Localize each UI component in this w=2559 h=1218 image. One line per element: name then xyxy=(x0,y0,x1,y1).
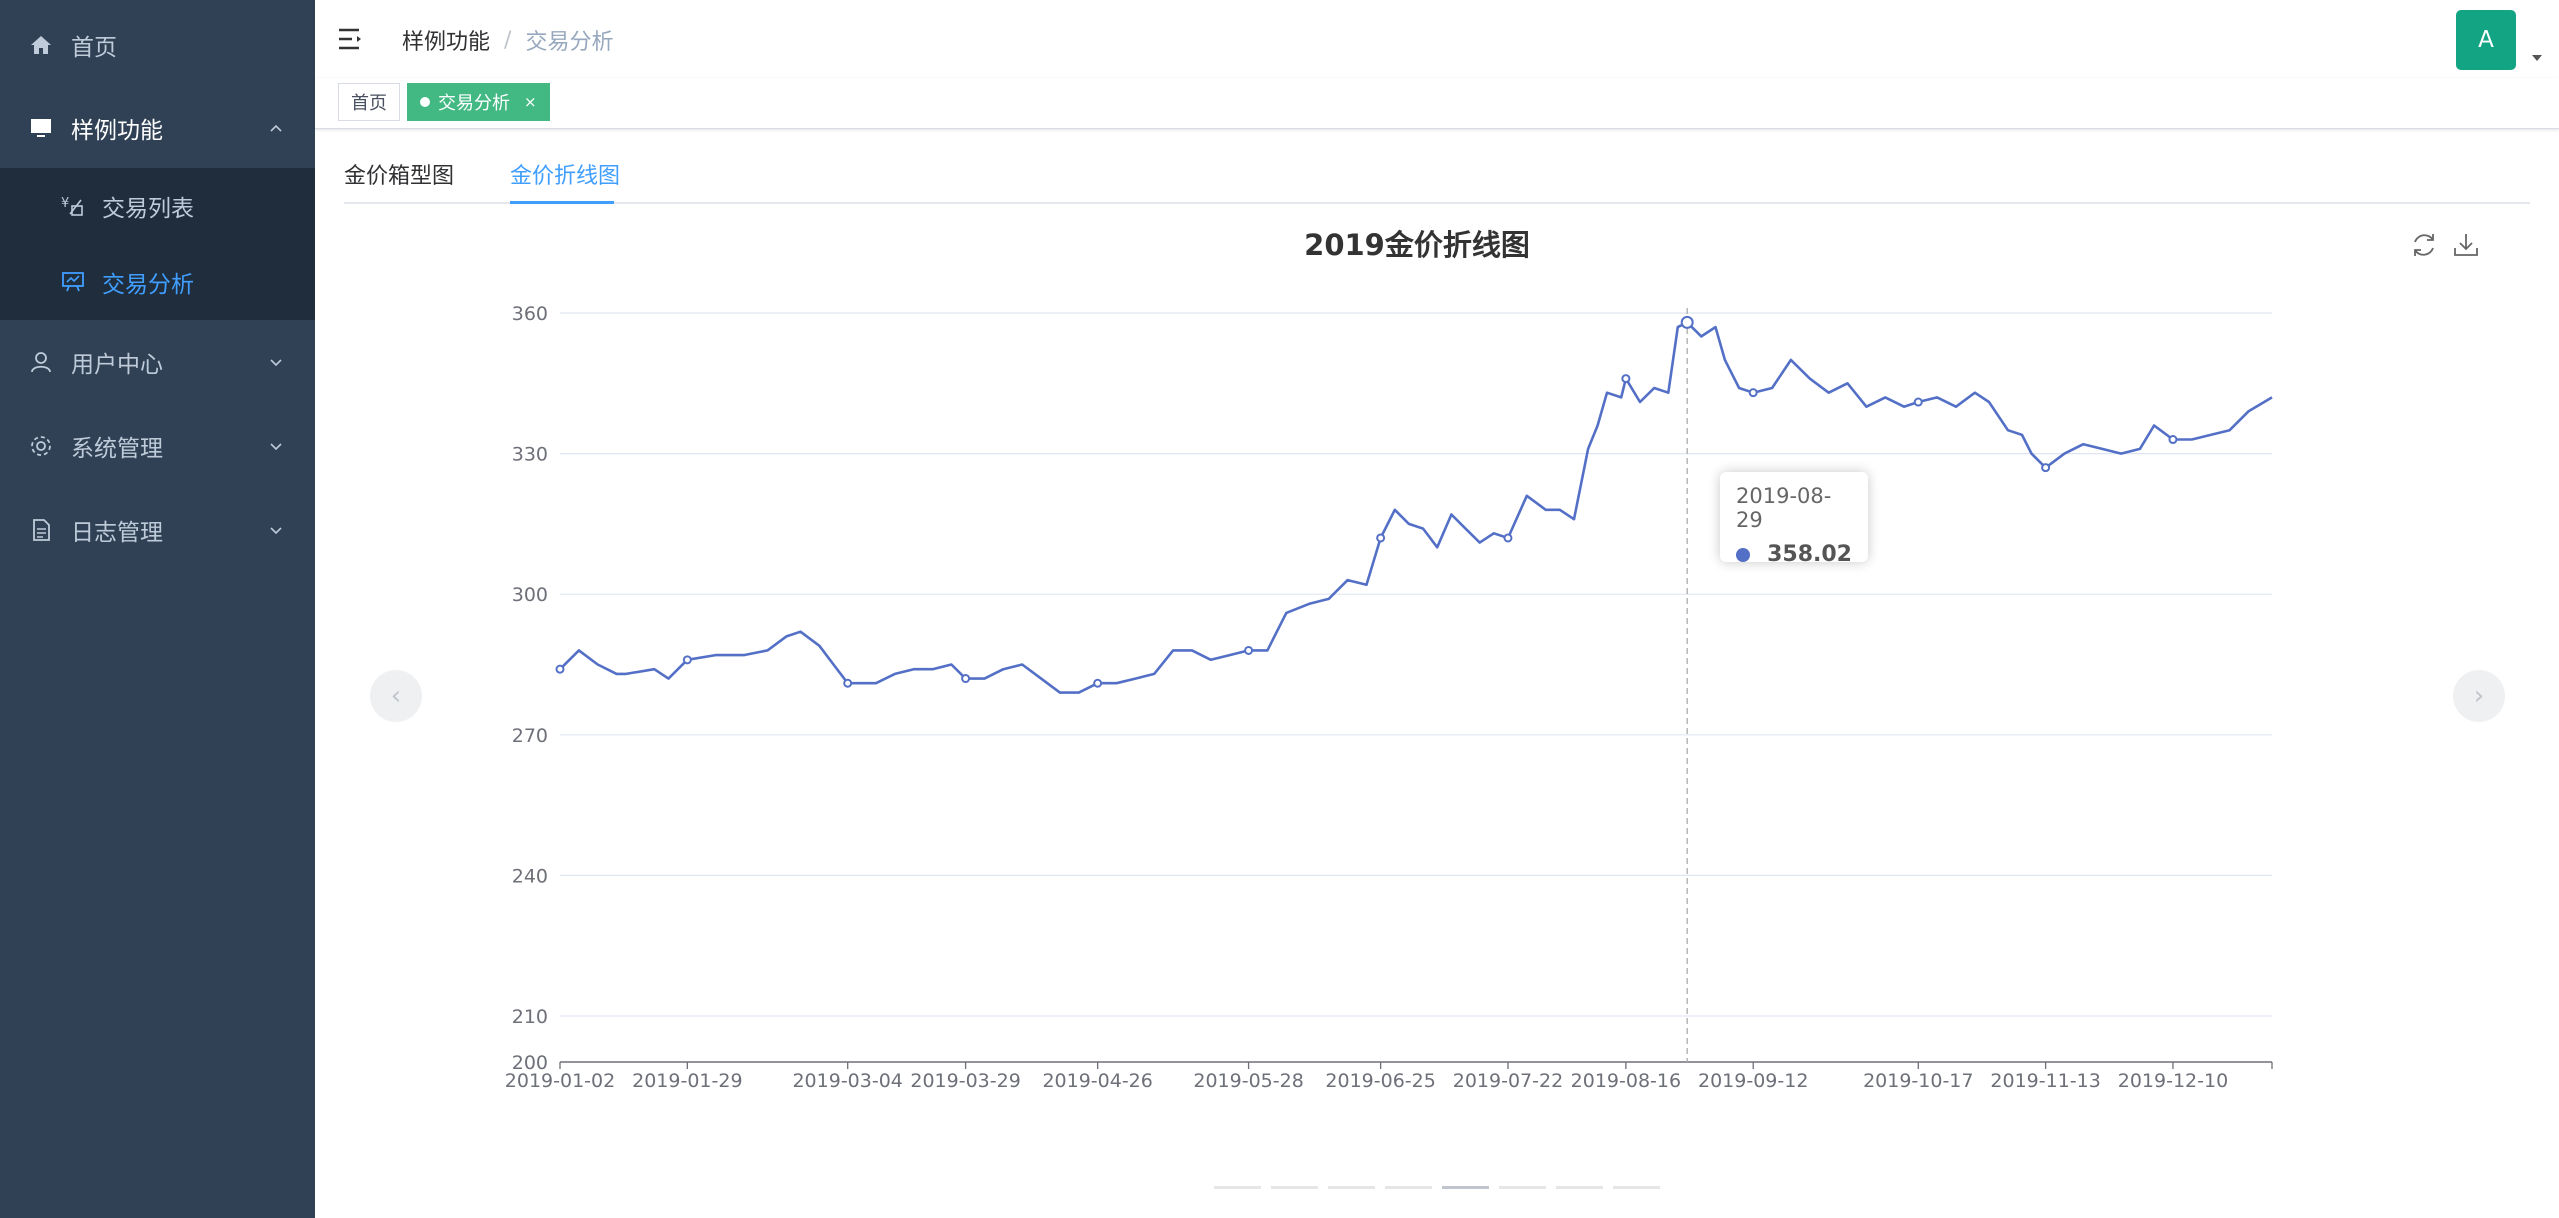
chevron-down-icon xyxy=(267,521,285,539)
carousel-indicator[interactable] xyxy=(1613,1186,1660,1189)
tags-view: 首页 交易分析 × xyxy=(315,78,2559,129)
home-icon xyxy=(28,32,54,58)
breadcrumb: 样例功能 / 交易分析 xyxy=(402,24,613,56)
sidebar-item-logs[interactable]: 日志管理 xyxy=(0,488,315,572)
carousel-next-button[interactable]: › xyxy=(2453,670,2505,722)
sidebar-item-trade-analysis[interactable]: 交易分析 xyxy=(0,244,315,320)
series-dot-icon xyxy=(1736,547,1750,562)
carousel-indicator[interactable] xyxy=(1385,1186,1432,1189)
tag-home[interactable]: 首页 xyxy=(338,83,400,121)
chart-title: 2019金价折线图 xyxy=(1304,228,1530,262)
hamburger-icon[interactable] xyxy=(338,26,364,52)
carousel-indicator[interactable] xyxy=(1214,1186,1261,1189)
sidebar-item-label: 首页 xyxy=(71,35,117,61)
carousel-indicator[interactable] xyxy=(1328,1186,1375,1189)
carousel-indicator[interactable] xyxy=(1271,1186,1318,1189)
gear-icon xyxy=(28,433,54,459)
tab-linechart[interactable]: 金价折线图 xyxy=(510,164,621,189)
presentation-chart-icon xyxy=(60,269,86,295)
currency-list-icon: ¥ xyxy=(60,193,86,219)
chart-tooltip: 2019-08-29 358.02 xyxy=(1720,472,1868,567)
breadcrumb-separator: / xyxy=(504,27,512,53)
submenu: ¥ 交易列表 交易分析 xyxy=(0,168,315,320)
breadcrumb-item-current: 交易分析 xyxy=(525,30,614,55)
sidebar-item-home[interactable]: 首页 xyxy=(0,3,315,87)
monitor-icon xyxy=(28,115,54,141)
sidebar-item-system[interactable]: 系统管理 xyxy=(0,404,315,488)
sidebar-item-user-center[interactable]: 用户中心 xyxy=(0,320,315,404)
navbar: 样例功能 / 交易分析 xyxy=(315,0,2559,78)
breadcrumb-item[interactable]: 样例功能 xyxy=(402,30,491,55)
chart-tabs: 金价箱型图 金价折线图 xyxy=(344,140,2530,204)
avatar[interactable]: A xyxy=(2456,10,2516,70)
sidebar-item-label: 用户中心 xyxy=(71,352,163,378)
tooltip-date: 2019-08-29 xyxy=(1736,484,1832,532)
chevron-down-icon xyxy=(267,437,285,455)
document-icon xyxy=(28,517,54,543)
user-icon xyxy=(28,349,54,375)
caret-down-icon[interactable] xyxy=(2530,50,2544,64)
chart-panel: 2019金价折线图 xyxy=(344,210,2530,1218)
tag-trade-analysis[interactable]: 交易分析 × xyxy=(407,83,550,121)
close-icon[interactable]: × xyxy=(524,93,537,111)
refresh-icon[interactable] xyxy=(2409,230,2443,264)
tooltip-value: 358.02 xyxy=(1767,542,1852,567)
sidebar-item-label: 样例功能 xyxy=(71,118,163,144)
download-icon[interactable] xyxy=(2451,230,2485,264)
sidebar-item-samples[interactable]: 样例功能 xyxy=(0,86,315,170)
chevron-down-icon xyxy=(267,353,285,371)
sidebar: 首页 样例功能 ¥ 交易列表 交易分析 用户中心 xyxy=(0,0,315,1218)
tab-boxplot[interactable]: 金价箱型图 xyxy=(344,164,455,189)
carousel-prev-button[interactable]: ‹ xyxy=(370,670,422,722)
active-dot-icon xyxy=(420,97,430,107)
carousel-indicator[interactable] xyxy=(1499,1186,1546,1189)
tab-active-bar xyxy=(510,201,614,204)
sidebar-item-label: 日志管理 xyxy=(71,520,163,546)
carousel-indicator[interactable] xyxy=(1442,1186,1489,1189)
chevron-up-icon xyxy=(267,119,285,137)
carousel-indicators xyxy=(1214,1186,1670,1189)
tag-label: 首页 xyxy=(351,93,387,114)
tag-label: 交易分析 xyxy=(438,93,510,114)
svg-text:¥: ¥ xyxy=(61,196,69,211)
carousel-indicator[interactable] xyxy=(1556,1186,1603,1189)
sidebar-item-trade-list[interactable]: ¥ 交易列表 xyxy=(0,168,315,244)
sidebar-item-label: 交易列表 xyxy=(102,196,194,222)
sidebar-item-label: 交易分析 xyxy=(102,272,194,298)
sidebar-item-label: 系统管理 xyxy=(71,436,163,462)
